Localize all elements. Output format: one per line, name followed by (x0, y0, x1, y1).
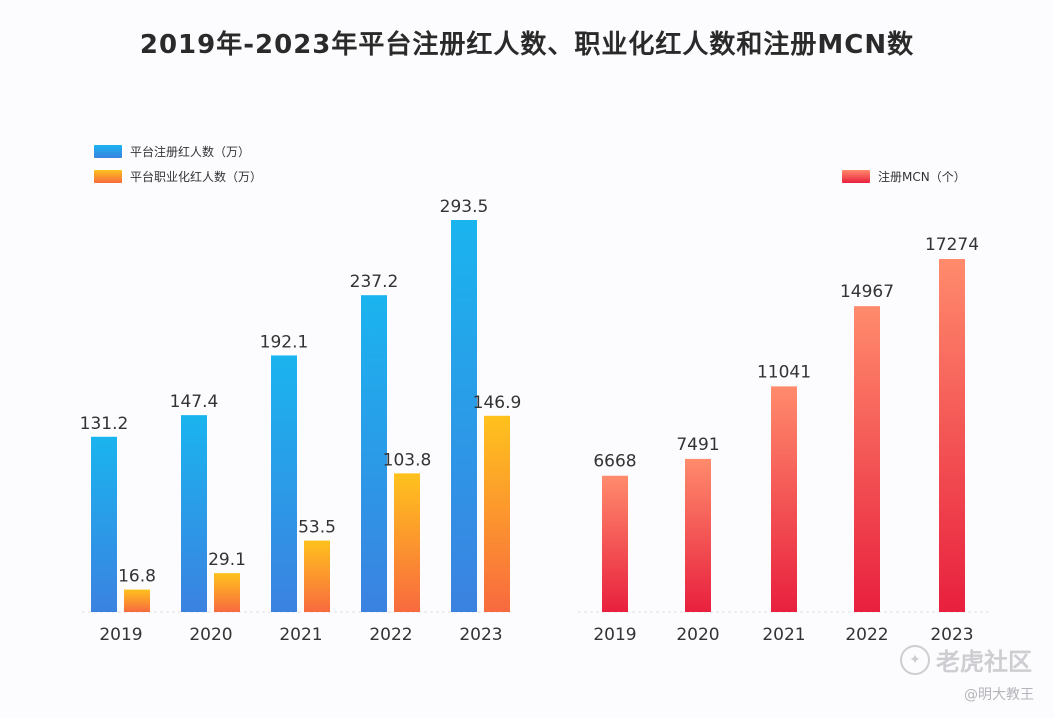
legend-label-mcn: 注册MCN（个） (878, 170, 966, 184)
bar-professional-2020 (214, 573, 240, 612)
legend-registered: 平台注册红人数（万） (94, 143, 250, 160)
bar-registered-2019 (91, 436, 117, 612)
bar-professional-2021 (304, 540, 330, 612)
legend-label-registered: 平台注册红人数（万） (130, 145, 251, 159)
watermark-brand-text: 老虎社区 (936, 648, 1032, 676)
x-tick-right-2023: 2023 (930, 625, 973, 645)
value-label-professional-2023: 146.9 (473, 393, 522, 413)
x-tick-left-2023: 2023 (459, 625, 502, 645)
bar-mcn-2020 (685, 458, 711, 612)
legend-swatch-registered (94, 145, 122, 158)
value-label-professional-2020: 29.1 (208, 550, 246, 570)
value-label-registered-2021: 192.1 (260, 332, 309, 352)
value-label-mcn-2020: 7491 (676, 435, 719, 455)
bar-professional-2022 (394, 473, 420, 612)
tiger-logo-icon: ✦ (900, 644, 930, 675)
legend-mcn: 注册MCN（个） (842, 168, 966, 185)
bar-registered-2021 (271, 355, 297, 612)
bar-professional-2023 (484, 415, 510, 612)
value-label-registered-2023: 293.5 (440, 197, 489, 217)
value-label-professional-2022: 103.8 (383, 450, 432, 470)
bar-registered-2020 (181, 415, 207, 612)
bar-mcn-2021 (771, 386, 797, 612)
value-label-registered-2019: 131.2 (80, 414, 129, 434)
bar-registered-2023 (451, 220, 477, 612)
x-tick-right-2019: 2019 (593, 625, 636, 645)
value-label-mcn-2021: 11041 (757, 362, 811, 382)
left-chart: 131.2 16.8 2019 147.4 29.1 2020 192.1 53.5 2021 2… (80, 197, 522, 645)
value-label-mcn-2019: 6668 (593, 452, 636, 472)
x-tick-left-2020: 2020 (189, 625, 232, 645)
value-label-mcn-2022: 14967 (840, 282, 894, 302)
value-label-registered-2022: 237.2 (350, 272, 399, 292)
legend-swatch-mcn (842, 170, 870, 183)
bar-mcn-2022 (854, 306, 880, 612)
x-tick-left-2021: 2021 (279, 625, 322, 645)
bar-mcn-2023 (939, 259, 965, 612)
bar-professional-2019 (124, 589, 150, 612)
watermark-author: @明大教王 (964, 687, 1034, 703)
value-label-mcn-2023: 17274 (925, 235, 979, 255)
x-tick-right-2020: 2020 (676, 625, 719, 645)
bar-mcn-2019 (602, 475, 628, 612)
right-chart: 6668 2019 7491 2020 11041 2021 14967 2022 17274 2… (578, 235, 990, 645)
legend-label-professional: 平台职业化红人数（万） (130, 170, 263, 184)
watermark-brand: ✦ 老虎社区 (900, 642, 1032, 677)
x-tick-left-2019: 2019 (99, 625, 142, 645)
value-label-professional-2021: 53.5 (298, 518, 336, 538)
bar-registered-2022 (361, 295, 387, 612)
x-tick-left-2022: 2022 (369, 625, 412, 645)
value-label-registered-2020: 147.4 (170, 392, 219, 412)
legend-swatch-professional (94, 170, 122, 183)
x-tick-right-2021: 2021 (762, 625, 805, 645)
value-label-professional-2019: 16.8 (118, 567, 156, 587)
legend-professional: 平台职业化红人数（万） (94, 168, 262, 185)
x-tick-right-2022: 2022 (845, 625, 888, 645)
chart-title: 2019年-2023年平台注册红人数、职业化红人数和注册MCN数 (139, 30, 915, 60)
